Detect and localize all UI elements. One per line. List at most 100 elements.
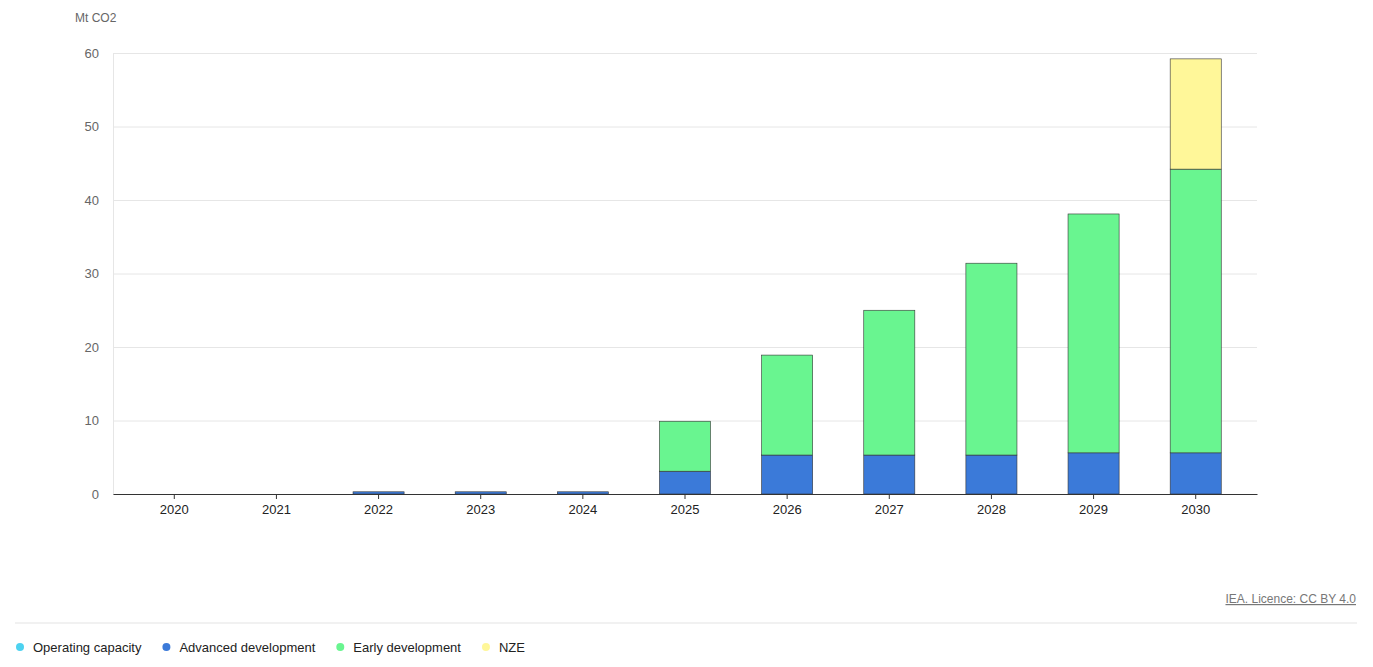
legend-item[interactable]: NZE bbox=[482, 640, 525, 655]
x-tick-mark bbox=[889, 494, 890, 499]
x-tick-label: 2024 bbox=[568, 502, 597, 517]
x-tick: 2027 bbox=[875, 494, 904, 517]
series-group bbox=[1170, 59, 1221, 169]
bar bbox=[864, 310, 915, 311]
x-tick: 2028 bbox=[977, 494, 1006, 517]
x-tick-mark bbox=[1093, 494, 1094, 499]
x-tick-label: 2027 bbox=[875, 502, 904, 517]
bar bbox=[149, 494, 200, 495]
bar bbox=[1068, 214, 1119, 453]
legend-item[interactable]: Operating capacity bbox=[16, 640, 142, 655]
legend-item[interactable]: Advanced development bbox=[162, 640, 315, 655]
bar bbox=[557, 492, 608, 494]
x-tick-label: 2026 bbox=[773, 502, 802, 517]
legend-item[interactable]: Early development bbox=[336, 640, 461, 655]
bar bbox=[251, 494, 302, 495]
y-tick-label: 20 bbox=[85, 340, 99, 355]
legend-label: NZE bbox=[499, 640, 525, 655]
bar bbox=[762, 455, 813, 494]
bar bbox=[353, 491, 404, 492]
x-tick: 2030 bbox=[1181, 494, 1210, 517]
separator bbox=[15, 623, 1357, 624]
y-tick: 40 bbox=[85, 193, 1257, 208]
y-tick-label: 0 bbox=[92, 487, 99, 502]
bar bbox=[762, 355, 813, 356]
bar bbox=[251, 494, 302, 495]
x-tick-label: 2020 bbox=[160, 502, 189, 517]
legend-label: Early development bbox=[353, 640, 461, 655]
x-tick-mark bbox=[174, 494, 175, 499]
legend: Operating capacity Advanced development Ea… bbox=[16, 640, 525, 655]
x-tick: 2022 bbox=[364, 494, 393, 517]
x-tick: 2029 bbox=[1079, 494, 1108, 517]
bar bbox=[149, 494, 200, 495]
bar bbox=[251, 494, 302, 495]
x-tick-mark bbox=[378, 494, 379, 499]
x-tick-label: 2023 bbox=[466, 502, 495, 517]
bar bbox=[353, 491, 404, 492]
y-tick: 60 bbox=[85, 46, 1257, 61]
bar bbox=[966, 263, 1017, 264]
bar bbox=[455, 491, 506, 492]
y-tick-label: 10 bbox=[85, 413, 99, 428]
bar bbox=[659, 421, 710, 471]
x-tick-mark bbox=[276, 494, 277, 499]
y-tick-label: 60 bbox=[85, 46, 99, 61]
x-tick-mark bbox=[787, 494, 788, 499]
y-tick-label: 40 bbox=[85, 193, 99, 208]
bar bbox=[557, 491, 608, 492]
x-tick-mark bbox=[1195, 494, 1196, 499]
x-tick: 2026 bbox=[773, 494, 802, 517]
x-tick: 2023 bbox=[466, 494, 495, 517]
y-axis: 0 10 20 30 40 50 60 bbox=[85, 46, 1257, 502]
bar bbox=[762, 355, 813, 455]
x-tick: 2024 bbox=[568, 494, 597, 517]
legend-swatch bbox=[482, 643, 490, 651]
bar bbox=[455, 491, 506, 492]
bar bbox=[864, 310, 915, 455]
bar bbox=[864, 455, 915, 494]
bar bbox=[557, 491, 608, 492]
y-tick: 50 bbox=[85, 119, 1257, 134]
bar bbox=[455, 492, 506, 494]
grid-line bbox=[113, 53, 1257, 54]
bar bbox=[149, 494, 200, 495]
x-tick: 2021 bbox=[262, 494, 291, 517]
y-axis-title: Mt CO2 bbox=[75, 11, 117, 25]
bar bbox=[1068, 453, 1119, 494]
legend-swatch bbox=[162, 643, 170, 651]
bar bbox=[1068, 213, 1119, 214]
bar bbox=[1170, 453, 1221, 494]
bar bbox=[659, 471, 710, 494]
x-tick: 2025 bbox=[671, 494, 700, 517]
legend-label: Advanced development bbox=[179, 640, 315, 655]
legend-swatch bbox=[336, 643, 344, 651]
source[interactable]: IEA. Licence: CC BY 4.0 bbox=[1225, 592, 1356, 606]
x-tick-mark bbox=[480, 494, 481, 499]
y-tick-label: 50 bbox=[85, 119, 99, 134]
series-group bbox=[659, 169, 1221, 471]
x-tick-label: 2030 bbox=[1181, 502, 1210, 517]
x-tick: 2020 bbox=[160, 494, 189, 517]
legend-swatch bbox=[16, 643, 24, 651]
bar bbox=[353, 492, 404, 494]
series-group bbox=[353, 453, 1221, 494]
x-tick-mark bbox=[991, 494, 992, 499]
grid-line bbox=[113, 200, 1257, 201]
bar bbox=[1170, 59, 1221, 169]
legend-label: Operating capacity bbox=[33, 640, 142, 655]
x-tick-label: 2021 bbox=[262, 502, 291, 517]
x-tick-mark bbox=[685, 494, 686, 499]
bar bbox=[966, 455, 1017, 494]
bar bbox=[1170, 169, 1221, 453]
bar bbox=[966, 263, 1017, 455]
x-tick-label: 2022 bbox=[364, 502, 393, 517]
x-tick-label: 2025 bbox=[671, 502, 700, 517]
bar bbox=[659, 421, 710, 422]
chart: Mt CO20102030405060202020212022202320242… bbox=[0, 0, 1373, 667]
bar bbox=[149, 494, 200, 495]
bar bbox=[251, 494, 302, 495]
x-tick-mark bbox=[582, 494, 583, 499]
y-tick-label: 30 bbox=[85, 266, 99, 281]
grid-line bbox=[113, 127, 1257, 128]
